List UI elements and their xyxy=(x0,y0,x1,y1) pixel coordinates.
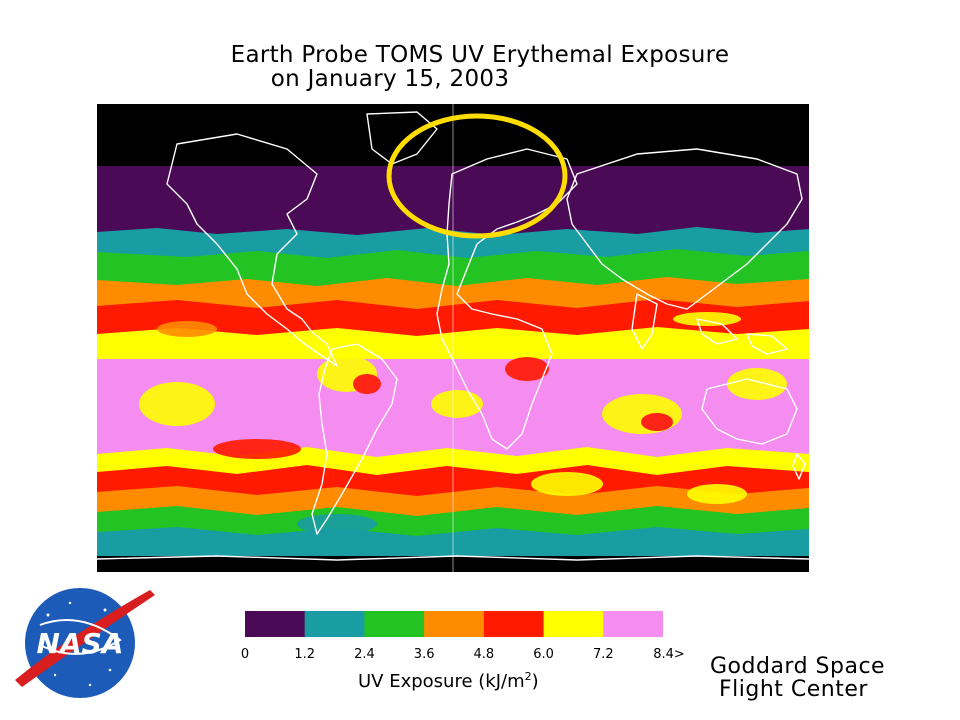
map-title-line1: Earth Probe TOMS UV Erythemal Exposure xyxy=(230,42,730,68)
unit-superscript: 2 xyxy=(524,670,532,683)
credit-line1: Goddard Space xyxy=(710,654,886,679)
coastlines xyxy=(97,111,809,561)
legend-tick-7: 8.4> xyxy=(653,647,685,662)
nasa-logo: NASA xyxy=(15,588,155,698)
legend-swatch-4 xyxy=(483,611,545,637)
legend-swatch-5 xyxy=(543,611,604,637)
pattern-patches xyxy=(139,312,787,534)
legend-swatch-3 xyxy=(424,611,485,637)
highlight-ellipse xyxy=(386,113,568,239)
legend-tick-4: 4.8 xyxy=(473,647,495,662)
legend-tick-3: 3.6 xyxy=(413,647,435,662)
legend-swatch-2 xyxy=(364,611,425,637)
legend-tick-5: 6.0 xyxy=(533,647,554,662)
legend-colorbar xyxy=(245,611,663,637)
legend-tick-6: 7.2 xyxy=(592,647,614,662)
map-title-line2: on January 15, 2003 xyxy=(270,66,510,92)
legend-swatch-1 xyxy=(304,611,365,637)
legend-tick-0: 0 xyxy=(240,647,250,662)
unit-close: ) xyxy=(531,671,539,692)
credit-line2: Flight Center xyxy=(719,677,868,702)
legend-swatch-0 xyxy=(245,611,306,637)
nasa-logo-text: NASA xyxy=(37,627,124,660)
legend-swatch-6 xyxy=(603,611,663,637)
legend-tick-1: 1.2 xyxy=(294,647,316,662)
unit-text: UV Exposure (kJ/m xyxy=(358,671,525,692)
legend-tick-2: 2.4 xyxy=(354,647,375,662)
legend-unit-label: UV Exposure (kJ/m2) xyxy=(358,670,539,692)
uv-exposure-map xyxy=(97,104,809,572)
